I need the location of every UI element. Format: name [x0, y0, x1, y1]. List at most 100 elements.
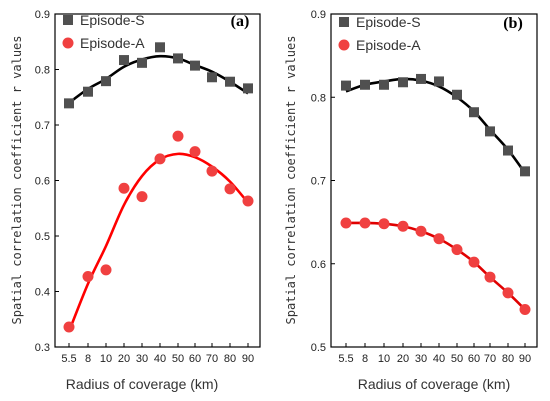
data-point-circle [415, 225, 427, 237]
data-point-circle [502, 287, 514, 299]
data-point-circle [118, 182, 130, 194]
y-tick-label: 0.9 [35, 9, 50, 21]
legend-circle-marker [338, 39, 350, 51]
data-point-circle [359, 217, 371, 229]
data-point-circle [63, 321, 75, 333]
data-point-square [520, 166, 530, 177]
legend-circle-marker [62, 37, 74, 49]
x-tick-label: 80 [224, 353, 236, 365]
y-tick-label: 0.5 [35, 231, 50, 243]
series-episode-s [341, 73, 530, 177]
data-point-square [207, 72, 217, 83]
data-point-circle [484, 271, 496, 283]
data-point-circle [451, 244, 463, 256]
data-point-circle [172, 130, 184, 142]
legend-square-marker [63, 15, 73, 25]
data-point-circle [136, 191, 148, 203]
x-tick-label: 60 [189, 353, 201, 365]
data-point-circle [206, 165, 218, 177]
data-point-circle [100, 264, 112, 276]
y-tick-label: 0.5 [311, 342, 326, 354]
data-point-square [485, 126, 495, 137]
x-tick-label: 20 [397, 353, 409, 365]
fit-curve [345, 77, 527, 174]
x-axis-label: Radius of coverage (km) [358, 376, 511, 392]
data-point-square [379, 79, 389, 90]
data-point-circle [189, 146, 201, 158]
data-point-square [64, 98, 74, 109]
x-tick-label: 10 [100, 353, 112, 365]
legend-label: Episode-A [356, 37, 421, 53]
data-point-square [190, 60, 200, 71]
data-point-square [173, 53, 183, 64]
x-tick-label: 30 [415, 353, 427, 365]
series-episode-a [63, 130, 254, 333]
x-tick-label: 30 [136, 353, 148, 365]
legend-label: Episode-S [356, 14, 421, 30]
x-tick-label: 70 [206, 353, 218, 365]
data-point-square [225, 76, 235, 87]
data-point-circle [154, 153, 166, 165]
data-point-circle [397, 220, 409, 232]
data-point-square [503, 145, 513, 156]
legend-label: Episode-S [80, 12, 145, 28]
data-point-square [416, 73, 426, 84]
x-tick-label: 90 [242, 353, 254, 365]
x-tick-label: 40 [433, 353, 445, 365]
data-point-square [101, 76, 111, 87]
y-axis-label: Spatial correlation coefficient r values [10, 36, 24, 325]
y-tick-label: 0.6 [311, 259, 326, 271]
data-point-circle [378, 218, 390, 230]
x-tick-label: 5.5 [338, 353, 353, 365]
data-point-circle [242, 195, 254, 207]
y-tick-label: 0.7 [35, 120, 50, 132]
data-point-square [360, 79, 370, 90]
data-point-circle [340, 217, 352, 229]
y-axis-label: Spatial correlation coefficient r values [284, 36, 298, 325]
data-point-square [434, 76, 444, 87]
data-point-square [83, 86, 93, 97]
data-point-square [469, 107, 479, 118]
x-axis-label: Radius of coverage (km) [66, 376, 219, 392]
series-episode-s [64, 42, 253, 109]
panel-label: (a) [231, 13, 250, 30]
data-point-square [137, 57, 147, 68]
data-point-circle [468, 256, 480, 268]
x-tick-label: 50 [451, 353, 463, 365]
x-tick-label: 8 [362, 353, 368, 365]
y-tick-label: 0.3 [35, 342, 50, 354]
chart-panel-a: 0.3 0.4 0.5 0.6 0.7 0.8 0.9 5.5 8 10 20 30 40 50 60 70 8… [10, 9, 261, 392]
x-tick-label: 90 [519, 353, 531, 365]
x-tick-label: 5.5 [61, 353, 76, 365]
data-point-square [398, 77, 408, 88]
data-point-circle [519, 304, 531, 316]
legend-label: Episode-A [80, 35, 145, 51]
fit-curve [67, 152, 249, 332]
data-point-square [341, 80, 351, 91]
x-tick-label: 60 [468, 353, 480, 365]
panel-label: (b) [503, 15, 523, 32]
legend-square-marker [339, 17, 349, 27]
data-point-circle [82, 271, 94, 283]
chart-panel-b: 0.5 0.6 0.7 0.8 0.9 5.5 8 10 20 30 40 50 60 70 80 90 Rad… [284, 9, 538, 392]
y-tick-label: 0.7 [311, 176, 326, 188]
data-point-square [119, 55, 129, 66]
y-tick-label: 0.8 [311, 92, 326, 104]
data-point-circle [433, 233, 445, 245]
data-point-circle [224, 183, 236, 195]
y-tick-label: 0.9 [311, 9, 326, 21]
y-tick-label: 0.6 [35, 176, 50, 188]
x-tick-label: 40 [154, 353, 166, 365]
x-tick-label: 70 [484, 353, 496, 365]
data-point-square [155, 42, 165, 53]
fit-curve [68, 54, 249, 104]
x-tick-label: 80 [502, 353, 514, 365]
x-tick-label: 50 [172, 353, 184, 365]
y-tick-label: 0.4 [35, 287, 50, 299]
x-tick-label: 20 [118, 353, 130, 365]
x-tick-label: 8 [85, 353, 91, 365]
data-point-square [452, 89, 462, 100]
y-tick-label: 0.8 [35, 65, 50, 77]
x-tick-label: 10 [378, 353, 390, 365]
